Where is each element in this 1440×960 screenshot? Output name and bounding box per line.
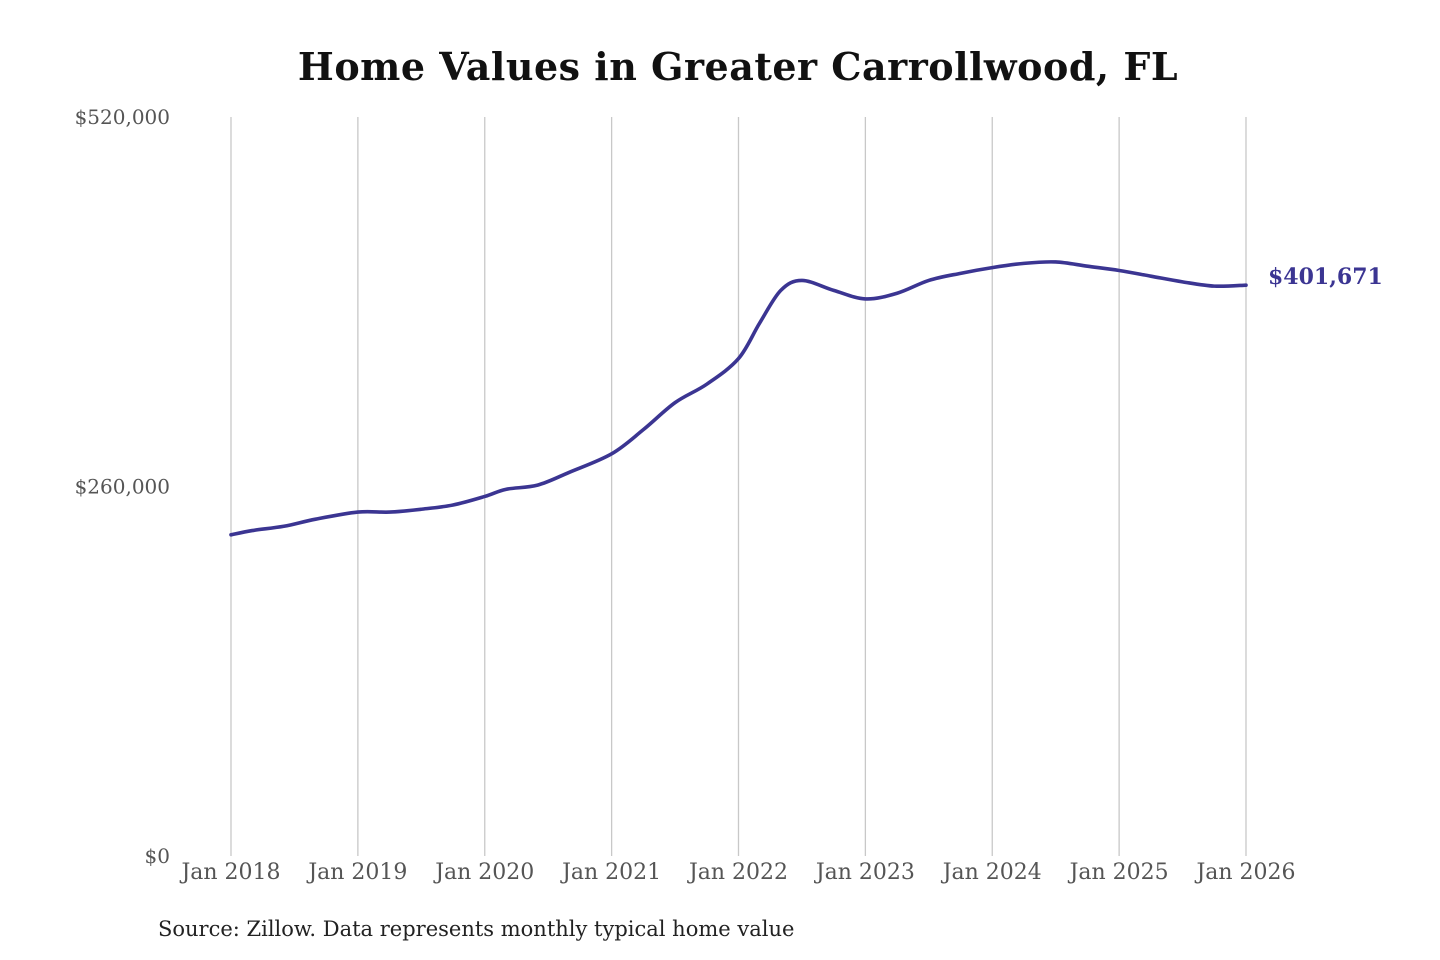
y-tick-label: $0	[145, 844, 170, 868]
source-note: Source: Zillow. Data represents monthly …	[158, 917, 795, 941]
x-tick-label: Jan 2023	[814, 860, 915, 885]
x-tick-label: Jan 2026	[1194, 860, 1295, 885]
x-tick-label: Jan 2022	[687, 860, 788, 885]
y-tick-label: $260,000	[75, 475, 170, 499]
series-line	[229, 260, 1248, 537]
end-value-label: $401,671	[1268, 264, 1383, 290]
x-tick-label: Jan 2018	[179, 860, 280, 885]
y-tick-label: $520,000	[75, 105, 170, 129]
x-tick-label: Jan 2021	[560, 860, 661, 885]
x-tick-label: Jan 2025	[1068, 860, 1169, 885]
x-tick-label: Jan 2019	[306, 860, 407, 885]
x-tick-label: Jan 2020	[433, 860, 534, 885]
x-tick-label: Jan 2024	[941, 860, 1042, 885]
chart-title: Home Values in Greater Carrollwood, FL	[297, 44, 1179, 89]
